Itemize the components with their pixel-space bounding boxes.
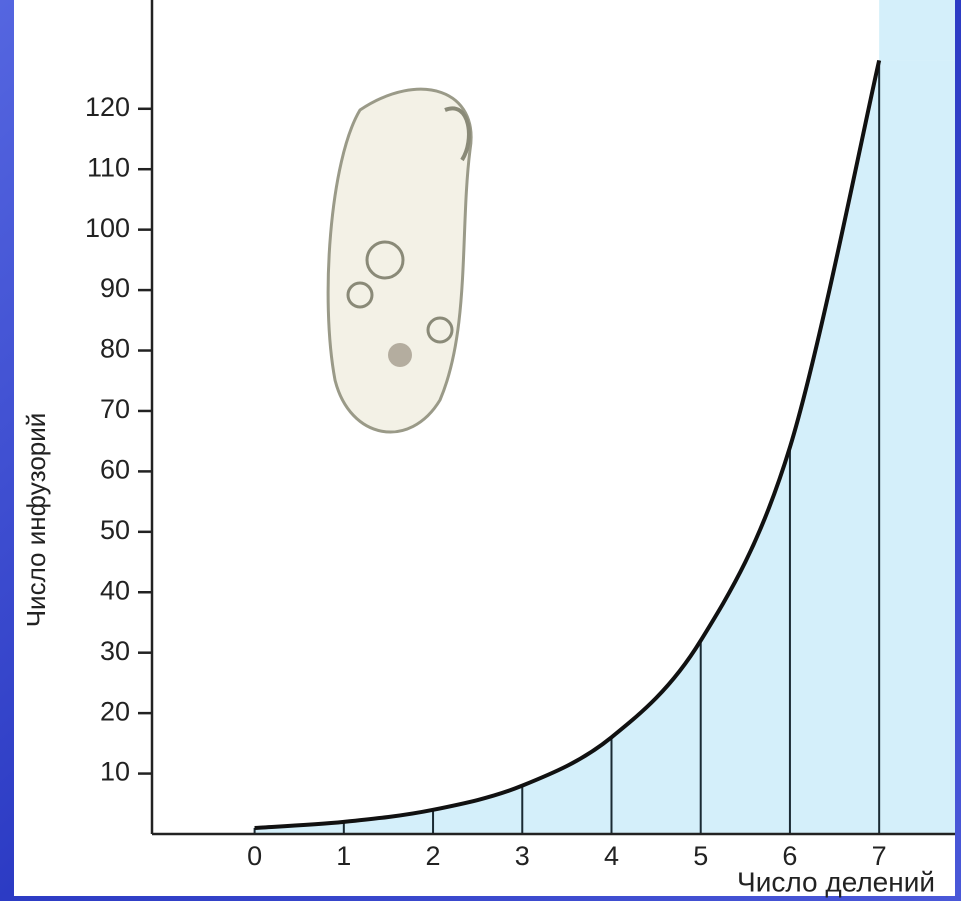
x-axis-label: Число делений <box>737 866 935 897</box>
area-top <box>879 0 955 60</box>
y-tick-label: 30 <box>100 636 130 666</box>
y-axis-label: Число инфузорий <box>21 413 51 628</box>
x-tick-label: 4 <box>604 841 619 871</box>
y-tick-label: 90 <box>100 273 130 303</box>
y-tick-label: 80 <box>100 334 130 364</box>
y-tick-label: 60 <box>100 455 130 485</box>
y-tick-label: 50 <box>100 515 130 545</box>
page: {"chart_data": {"type": "line", "x_label… <box>0 0 961 901</box>
x-tick-label: 2 <box>426 841 441 871</box>
y-tick-label: 40 <box>100 575 130 605</box>
y-tick-label: 110 <box>87 152 130 182</box>
y-tick-label: 70 <box>100 394 130 424</box>
y-tick-label: 10 <box>100 757 130 787</box>
x-tick-label: 1 <box>336 841 351 871</box>
x-tick-label: 7 <box>872 841 887 871</box>
y-tick-label: 100 <box>85 213 130 243</box>
x-tick-label: 6 <box>782 841 797 871</box>
x-tick-label: 3 <box>515 841 530 871</box>
x-tick-label: 5 <box>693 841 708 871</box>
chart: Число инфузорий Число делений 1020304050… <box>0 0 961 901</box>
y-tick-label: 20 <box>100 696 130 726</box>
y-tick-label: 120 <box>85 92 130 122</box>
x-tick-label: 0 <box>247 841 262 871</box>
